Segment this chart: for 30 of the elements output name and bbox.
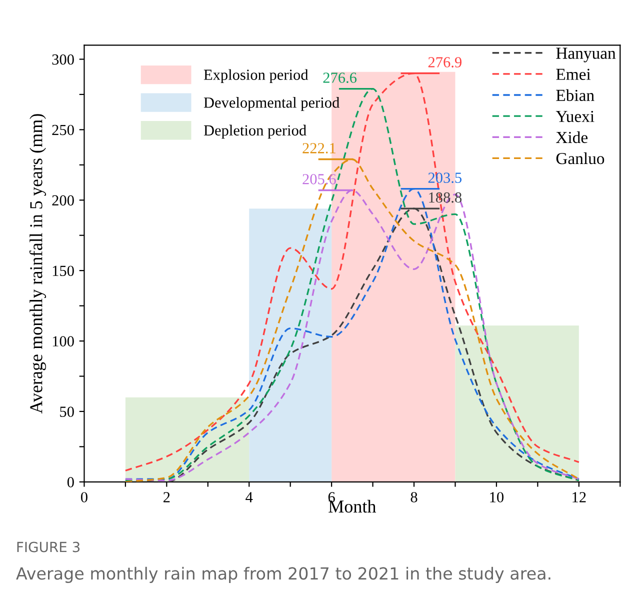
annotation: 203.5 bbox=[428, 172, 462, 183]
text: Average monthly rain map from 2017 to 2021 in the study area. bbox=[16, 566, 550, 583]
legend-label: Depletion period bbox=[204, 124, 306, 139]
annotation: 205.6 bbox=[302, 174, 336, 184]
y-tick-label: 100 bbox=[52, 336, 74, 346]
legend-label: Developmental period bbox=[204, 97, 340, 111]
x-tick-label: 12 bbox=[572, 492, 586, 502]
y-axis-title: Average monthly rainfall in 5 years (mm) bbox=[29, 114, 46, 414]
y-tick-label: 0 bbox=[67, 477, 74, 488]
legend-label: Hanyuan bbox=[556, 48, 616, 62]
legend-label: Xide bbox=[556, 131, 588, 144]
legend-label: Ebian bbox=[556, 89, 594, 102]
y-tick-label: 200 bbox=[52, 195, 74, 206]
y-tick-label: 50 bbox=[60, 406, 74, 417]
x-tick-label: 0 bbox=[80, 492, 88, 502]
x-tick-label: 10 bbox=[490, 492, 504, 502]
caption: FIGURE 3 bbox=[17, 542, 80, 552]
legend-label: Yuexi bbox=[556, 110, 594, 122]
annotation: 276.6 bbox=[323, 72, 357, 83]
y-tick-label: 250 bbox=[52, 124, 74, 136]
annotation: 222.1 bbox=[302, 143, 336, 154]
y-tick-label: 300 bbox=[52, 54, 74, 65]
x-tick-label: 2 bbox=[164, 492, 170, 502]
x-tick-label: 4 bbox=[246, 492, 253, 502]
legend-label: Emei bbox=[556, 68, 591, 80]
x-tick-label: 8 bbox=[410, 492, 418, 502]
y-tick-label: 150 bbox=[52, 266, 74, 276]
legend-label: Ganluo bbox=[556, 152, 604, 164]
legend-label: Explosion period bbox=[204, 69, 308, 84]
annotation: 276.9 bbox=[428, 57, 462, 68]
